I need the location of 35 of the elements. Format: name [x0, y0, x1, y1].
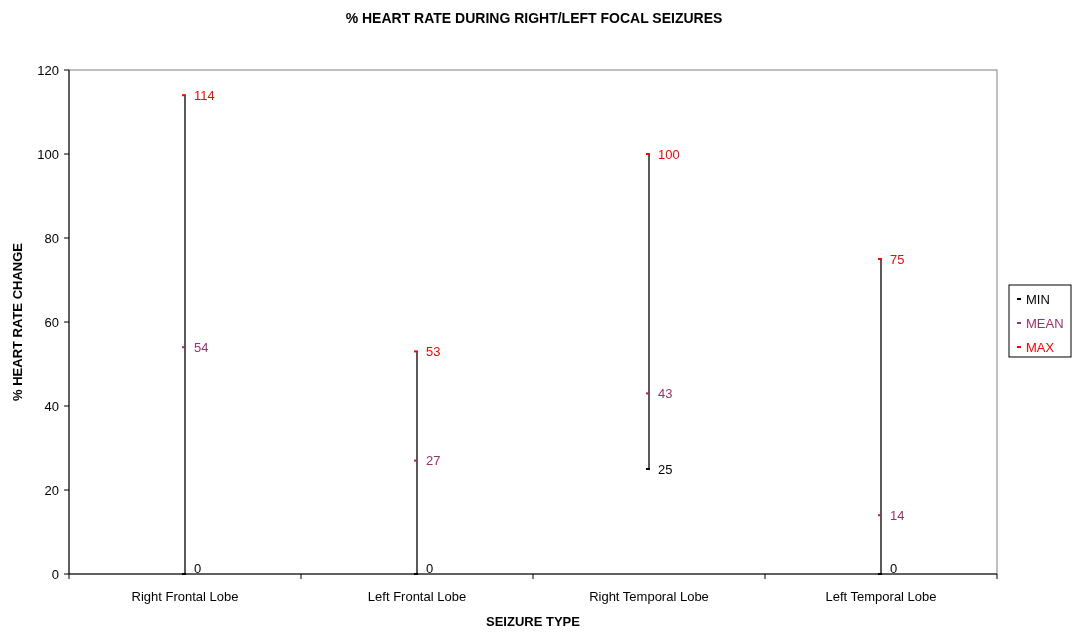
- point: [182, 346, 186, 349]
- data-label: 100: [658, 146, 680, 162]
- point: [414, 350, 418, 353]
- y-tick-label: 80: [44, 230, 59, 246]
- point: [878, 514, 882, 517]
- legend-label: MEAN: [1026, 315, 1064, 331]
- y-tick-label: 120: [37, 62, 59, 78]
- point: [414, 459, 418, 462]
- x-tick-label: Right Frontal Lobe: [131, 589, 239, 604]
- legend-label: MAX: [1026, 339, 1055, 355]
- data-label: 0: [426, 560, 434, 576]
- y-tick-label: 40: [44, 398, 59, 414]
- x-tick-label: Right Temporal Lobe: [589, 589, 709, 604]
- data-label: 0: [890, 560, 898, 576]
- chart-title: % HEART RATE DURING RIGHT/LEFT FOCAL SEIZURES: [345, 10, 723, 26]
- x-tick-label: Left Frontal Lobe: [367, 589, 467, 604]
- y-tick-label: 100: [37, 146, 59, 162]
- x-axis-title: SEIZURE TYPE: [486, 614, 581, 629]
- point: [646, 392, 650, 395]
- data-label: 25: [658, 461, 673, 477]
- y-axis-title: % HEART RATE CHANGE: [10, 242, 25, 401]
- y-tick-label: 20: [44, 482, 59, 498]
- y-tick-label: 60: [44, 314, 59, 330]
- data-label: 14: [890, 507, 905, 523]
- legend-label: MIN: [1026, 291, 1050, 307]
- data-label: 53: [426, 343, 441, 359]
- point: [182, 94, 186, 97]
- x-tick-label: Left Temporal Lobe: [825, 589, 937, 604]
- data-label: 43: [658, 385, 673, 401]
- data-label: 114: [194, 87, 215, 103]
- y-tick-label: 0: [51, 566, 59, 582]
- data-label: 75: [890, 251, 905, 267]
- data-label: 0: [194, 560, 202, 576]
- data-label: 54: [194, 339, 209, 355]
- data-label: 27: [426, 453, 441, 469]
